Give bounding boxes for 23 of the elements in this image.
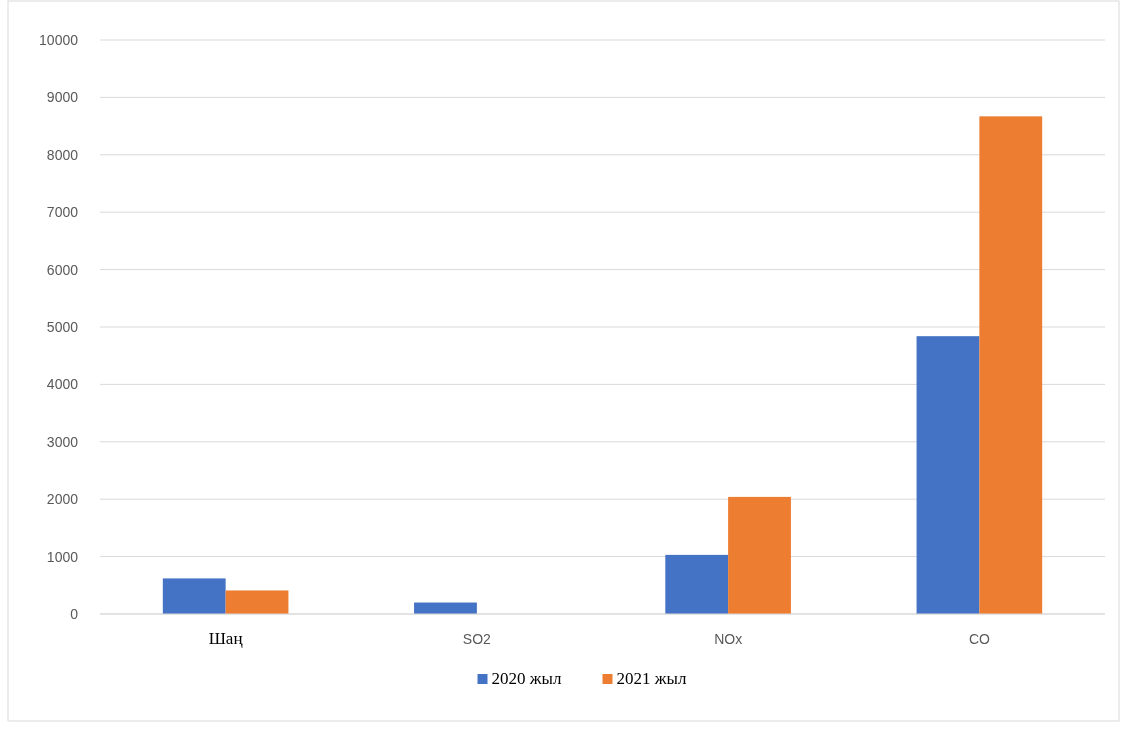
y-tick-label: 2000	[46, 491, 79, 508]
bar	[162, 578, 226, 614]
y-tick-label: 8000	[46, 146, 79, 163]
y-tick-label: 1000	[46, 548, 79, 565]
y-tick-label: 10000	[39, 31, 79, 48]
x-tick-label: CO	[968, 631, 990, 647]
legend-label: 2020 жыл	[491, 669, 562, 688]
bar	[665, 554, 729, 614]
bar	[916, 336, 980, 614]
x-tick-label: Шаң	[208, 629, 243, 648]
y-tick-label: 7000	[46, 204, 79, 221]
y-tick-label: 5000	[46, 318, 79, 335]
bar	[979, 116, 1043, 614]
y-tick-label: 3000	[46, 433, 79, 450]
bar	[728, 496, 791, 614]
x-tick-label: SO2	[462, 631, 492, 647]
y-tick-label: 4000	[46, 376, 79, 393]
y-tick-label: 0	[70, 605, 79, 622]
y-tick-label: 9000	[46, 89, 79, 106]
y-tick-label: 6000	[46, 261, 79, 278]
x-tick-label: NOx	[714, 631, 743, 647]
legend-label: 2021 жыл	[616, 669, 687, 688]
bar	[225, 590, 289, 614]
